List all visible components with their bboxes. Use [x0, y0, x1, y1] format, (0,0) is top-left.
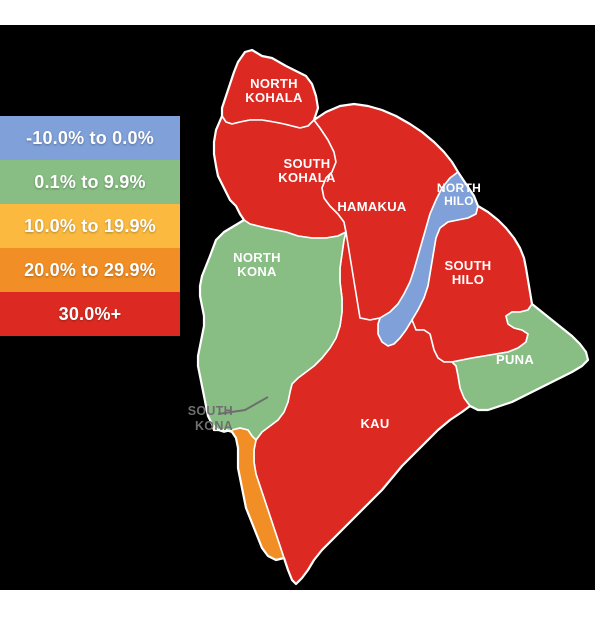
legend-row-4[interactable]: 30.0%+ [0, 292, 180, 336]
legend-label-3: 20.0% to 29.9% [24, 259, 156, 280]
legend-row-0[interactable]: -10.0% to 0.0% [0, 116, 180, 160]
svg-text:KOHALA: KOHALA [245, 90, 303, 105]
svg-text:NORTH: NORTH [250, 76, 298, 91]
svg-text:KONA: KONA [237, 264, 277, 279]
svg-text:NORTH: NORTH [437, 181, 481, 195]
legend-label-0: -10.0% to 0.0% [26, 127, 154, 148]
svg-text:NORTH: NORTH [233, 250, 281, 265]
choropleth-legend: -10.0% to 0.0% 0.1% to 9.9% 10.0% to 19.… [0, 116, 180, 336]
district-label-north-hilo: NORTH HILO [437, 181, 481, 208]
island-coastline [196, 48, 590, 586]
svg-text:HILO: HILO [444, 194, 474, 208]
district-label-north-kohala: NORTH KOHALA [245, 76, 303, 105]
district-label-south-kohala: SOUTH KOHALA [278, 156, 336, 185]
legend-row-2[interactable]: 10.0% to 19.9% [0, 204, 180, 248]
legend-row-3[interactable]: 20.0% to 29.9% [0, 248, 180, 292]
svg-text:PUNA: PUNA [496, 352, 534, 367]
svg-text:HILO: HILO [452, 272, 484, 287]
district-label-kau: KAU [360, 416, 389, 431]
district-label-south-hilo: SOUTH HILO [445, 258, 492, 287]
legend-row-1[interactable]: 0.1% to 9.9% [0, 160, 180, 204]
svg-text:SOUTH: SOUTH [445, 258, 492, 273]
district-label-north-kona: NORTH KONA [233, 250, 281, 279]
south-kona-callout: SOUTH KONA [188, 396, 269, 433]
legend-label-1: 0.1% to 9.9% [34, 171, 146, 192]
district-label-puna: PUNA [496, 352, 534, 367]
svg-text:KAU: KAU [360, 416, 389, 431]
svg-text:HAMAKUA: HAMAKUA [337, 199, 407, 214]
legend-label-4: 30.0%+ [58, 303, 122, 324]
south-kona-callout-line2: KONA [195, 419, 233, 433]
district-label-hamakua: HAMAKUA [337, 199, 407, 214]
svg-text:SOUTH: SOUTH [284, 156, 331, 171]
svg-text:KOHALA: KOHALA [278, 170, 336, 185]
legend-label-2: 10.0% to 19.9% [24, 215, 156, 236]
south-kona-leader-line [217, 396, 269, 415]
south-kona-callout-line1: SOUTH [188, 404, 233, 418]
